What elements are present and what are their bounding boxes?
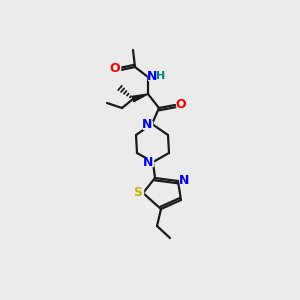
Polygon shape [132, 94, 148, 102]
Bar [143, 158, 152, 166]
Bar [176, 100, 185, 108]
Bar [148, 72, 157, 80]
Bar [179, 176, 188, 184]
Bar [110, 65, 119, 73]
Text: H: H [156, 71, 166, 81]
Bar [134, 189, 142, 197]
Text: O: O [110, 62, 120, 76]
Text: N: N [142, 118, 152, 131]
Text: N: N [143, 155, 153, 169]
Bar [157, 73, 165, 80]
Text: S: S [134, 187, 142, 200]
Bar [142, 121, 152, 129]
Text: O: O [176, 98, 186, 110]
Text: N: N [147, 70, 157, 83]
Text: N: N [179, 173, 189, 187]
